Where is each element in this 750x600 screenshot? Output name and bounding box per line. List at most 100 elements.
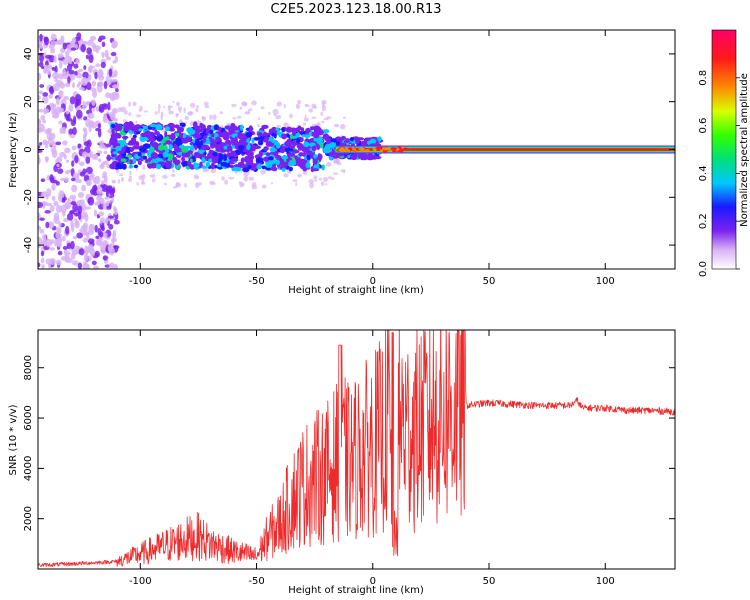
spectrogram-cell (321, 181, 325, 187)
spectrogram-cell (198, 182, 202, 186)
spectrogram-cell (91, 80, 97, 87)
spectrogram-cell (167, 105, 173, 108)
spectrogram-cell (136, 182, 139, 186)
spectrogram-cell (69, 96, 76, 105)
colorbar-tick-label: 0.0 (698, 261, 709, 277)
spectrogram-cell (38, 201, 43, 208)
spectrogram-cell (172, 101, 175, 103)
spectrogram-cell (84, 266, 88, 269)
spectrogram-cell (47, 137, 55, 146)
spectrogram-cell (112, 143, 117, 149)
spectrogram-cell (221, 142, 228, 146)
spectrogram-cell (85, 118, 91, 128)
spectrogram-cell (316, 137, 323, 145)
spectrogram-cell (64, 177, 69, 183)
spectrogram-cell (323, 118, 329, 121)
spectrogram-cell (70, 47, 77, 51)
spectrogram-cell (38, 145, 41, 149)
spectrogram-cell (59, 151, 66, 158)
spectrogram-cell (85, 156, 91, 164)
spectrogram-cell (95, 47, 99, 54)
spectrogram-cell (138, 175, 143, 180)
spectrogram-cell (276, 124, 281, 128)
spectrogram-cell (246, 132, 253, 138)
spectrogram-cell (136, 114, 142, 118)
spectrogram-cell (304, 114, 307, 119)
spectrogram-cell (273, 132, 277, 139)
spectrogram-cell (50, 33, 57, 41)
spectrogram-cell (358, 147, 365, 151)
spectrogram-cell (239, 106, 243, 110)
spectrogram-cell (136, 167, 139, 171)
spectrogram-cell (181, 156, 186, 163)
spectrogram-cell (261, 165, 267, 170)
spectrogram-cell (128, 112, 132, 117)
spectrogram-cell (275, 127, 280, 131)
spectrogram-cell (205, 167, 209, 172)
spectrogram-cell (77, 262, 83, 269)
spectrogram-cell (366, 153, 374, 160)
spectrogram-cell (94, 175, 101, 185)
spectrogram-cell (72, 260, 79, 266)
spectrogram-cell (209, 182, 216, 186)
spectrogram-cell (112, 229, 117, 237)
spectrogram-cell (203, 101, 209, 106)
spectrogram-cell (58, 107, 64, 113)
spectrogram-ytick-label: 40 (23, 48, 34, 61)
spectrogram-cell (89, 87, 97, 91)
spectrogram-cell (209, 114, 213, 121)
spectrogram-cell (183, 107, 186, 114)
spectrogram-cell (41, 66, 45, 69)
spectrogram-cell (71, 184, 78, 193)
spectrogram-cell (102, 255, 108, 261)
spectrogram-cell (268, 128, 274, 134)
spectrogram-ytick-label: 0 (23, 146, 34, 152)
spectrogram-cell (62, 246, 68, 250)
spectrogram-cell (379, 146, 383, 150)
spectrogram-cell (50, 145, 57, 154)
spectrogram-cells (38, 32, 675, 269)
spectrogram-cell (204, 156, 210, 160)
spectrogram-cell (95, 235, 100, 239)
spectrogram-cell (134, 124, 142, 129)
spectrogram-cell (85, 179, 92, 187)
spectrogram-cell (63, 95, 69, 101)
spectrogram-cell (79, 87, 85, 91)
spectrogram-cell (38, 237, 43, 245)
spectrogram-cell (50, 47, 56, 54)
spectrogram-cell (224, 179, 229, 185)
spectrogram-cell (255, 157, 263, 164)
spectrogram-cell (49, 86, 54, 93)
spectrogram-cell (107, 187, 113, 194)
spectrogram-cell (93, 209, 98, 217)
spectrogram-cell (77, 143, 82, 149)
spectrogram-cell (263, 156, 270, 162)
spectrogram-cell (323, 146, 331, 154)
spectrogram-cell (297, 147, 303, 151)
spectrogram-cell (69, 210, 75, 215)
spectrogram-cell (110, 74, 116, 78)
snr-xtick-label: -50 (248, 576, 264, 587)
spectrogram-cell (164, 131, 168, 138)
snr-ylabel: SNR (10 * v/v) (8, 404, 19, 475)
spectrogram-cell (305, 127, 311, 134)
spectrogram-cell (121, 163, 127, 170)
spectrogram-cell (54, 65, 58, 74)
spectrogram-cell (316, 130, 324, 136)
spectrogram-cell (342, 116, 346, 119)
spectrogram-cell (98, 140, 104, 145)
spectrogram-band-core (340, 148, 675, 151)
spectrogram-cell (252, 184, 256, 188)
spectrogram-cell (402, 147, 409, 151)
spectrogram-cell (218, 153, 224, 161)
spectrogram-cell (55, 259, 62, 266)
spectrogram-cell (105, 143, 112, 148)
spectrogram-cell (212, 152, 218, 157)
spectrogram-cell (215, 137, 221, 143)
spectrogram-cell (230, 158, 239, 162)
spectrogram-cell (80, 44, 86, 53)
spectrogram-cell (181, 137, 189, 144)
spectrogram-cell (68, 104, 74, 112)
spectrogram-cell (251, 100, 257, 106)
spectrogram-cell (209, 138, 215, 142)
